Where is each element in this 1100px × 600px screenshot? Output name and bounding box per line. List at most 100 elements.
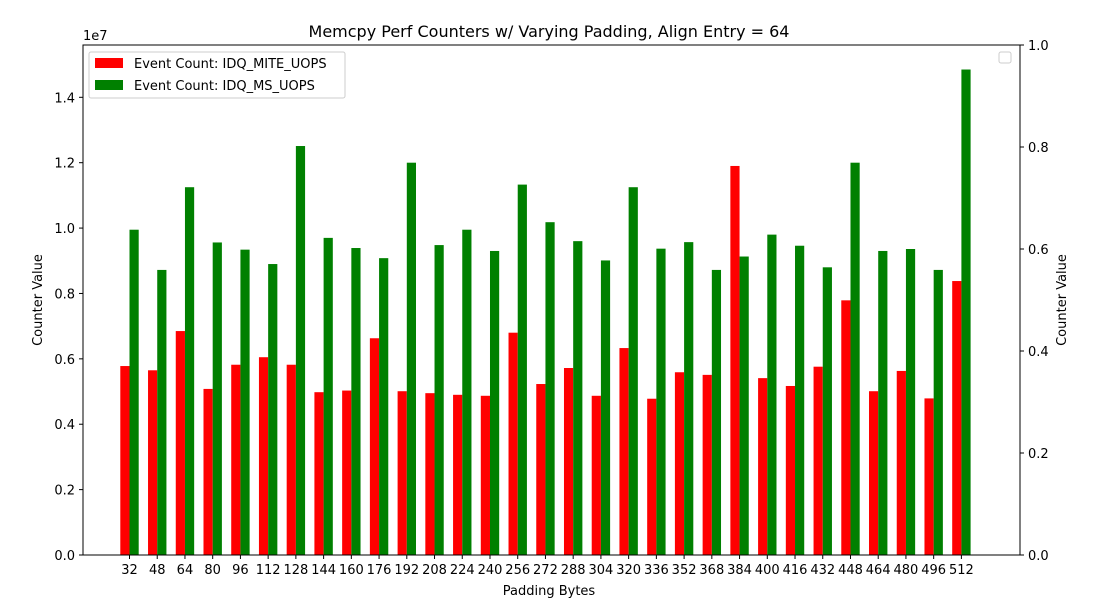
y2-axis-label: Counter Value — [1055, 254, 1070, 346]
bar-ms-320 — [628, 187, 638, 555]
bar-mite-256 — [508, 332, 518, 555]
bar-ms-176 — [379, 258, 389, 555]
bar-mite-128 — [286, 364, 296, 555]
y-tick-label: 0.8 — [54, 287, 75, 302]
y-offset-label: 1e7 — [83, 29, 108, 44]
bar-mite-464 — [869, 391, 879, 555]
x-tick-label: 64 — [177, 563, 194, 578]
bar-mite-80 — [203, 388, 213, 555]
y2-tick-label: 0.8 — [1028, 141, 1049, 156]
bar-ms-48 — [157, 269, 167, 555]
bar-ms-400 — [767, 234, 777, 555]
bars-group — [120, 69, 971, 556]
y2-tick-label: 1.0 — [1028, 39, 1049, 54]
bar-ms-480 — [905, 249, 916, 555]
x-tick-label: 336 — [644, 563, 669, 578]
bar-ms-144 — [323, 237, 333, 555]
bar-ms-160 — [351, 248, 361, 555]
bar-mite-144 — [314, 392, 324, 555]
bar-ms-80 — [212, 242, 222, 555]
bar-mite-32 — [120, 366, 130, 555]
legend-swatch-mite — [95, 58, 123, 68]
y2-tick-label: 0.4 — [1028, 345, 1049, 360]
x-tick-label: 416 — [783, 563, 808, 578]
legend-label-ms: Event Count: IDQ_MS_UOPS — [134, 79, 315, 94]
x-tick-label: 240 — [478, 563, 503, 578]
bar-mite-224 — [453, 394, 463, 555]
x-axis-ticks: 32 48 64 80 96 112 128 144 160 176 192 208 224 240 256… — [121, 555, 974, 578]
bar-ms-96 — [240, 249, 250, 555]
bar-mite-480 — [896, 370, 906, 555]
x-tick-label: 368 — [699, 563, 724, 578]
y2-tick-label: 0.6 — [1028, 243, 1049, 258]
bar-ms-384 — [739, 256, 749, 555]
x-tick-label: 512 — [949, 563, 974, 578]
y2-tick-label: 0.0 — [1028, 549, 1049, 564]
y2-tick-label: 0.2 — [1028, 447, 1049, 462]
y-tick-label: 0.0 — [54, 549, 75, 564]
x-tick-label: 320 — [616, 563, 641, 578]
bar-ms-64 — [184, 187, 195, 555]
y-tick-label: 1.2 — [54, 157, 75, 172]
bar-mite-400 — [758, 378, 768, 555]
x-tick-label: 224 — [450, 563, 475, 578]
bar-mite-368 — [702, 374, 712, 555]
bar-mite-48 — [148, 370, 158, 555]
bar-ms-224 — [462, 229, 472, 555]
bar-mite-64 — [175, 331, 185, 555]
bar-ms-208 — [434, 245, 444, 555]
bar-mite-416 — [785, 385, 796, 555]
x-tick-label: 176 — [367, 563, 392, 578]
x-tick-label: 48 — [149, 563, 166, 578]
x-tick-label: 384 — [727, 563, 752, 578]
bar-mite-288 — [563, 368, 574, 555]
bar-mite-384 — [730, 165, 740, 555]
x-tick-label: 304 — [588, 563, 613, 578]
plot-frame — [82, 44, 1021, 556]
bar-mite-176 — [369, 338, 380, 555]
x-tick-label: 160 — [339, 563, 364, 578]
x-tick-label: 464 — [866, 563, 891, 578]
y2-axis-ticks: 0.0 0.2 0.4 0.6 0.8 1.0 — [1020, 39, 1049, 564]
bar-mite-208 — [425, 393, 435, 555]
x-tick-label: 192 — [394, 563, 419, 578]
bar-ms-192 — [406, 162, 416, 555]
x-axis-label: Padding Bytes — [503, 584, 596, 599]
bar-mite-336 — [647, 398, 657, 555]
bar-mite-496 — [924, 398, 934, 555]
bar-mite-352 — [674, 372, 685, 555]
bar-ms-448 — [850, 162, 860, 555]
x-tick-label: 112 — [256, 563, 281, 578]
x-tick-label: 352 — [672, 563, 697, 578]
x-tick-label: 432 — [810, 563, 835, 578]
legend-label-mite: Event Count: IDQ_MITE_UOPS — [134, 57, 327, 72]
bar-ms-496 — [933, 269, 943, 555]
y-tick-label: 0.6 — [54, 353, 75, 368]
x-tick-label: 128 — [283, 563, 308, 578]
bar-mite-240 — [480, 395, 490, 555]
x-tick-label: 144 — [311, 563, 336, 578]
y-axis-ticks: 0.0 0.2 0.4 0.6 0.8 1.0 1.2 1.4 — [54, 91, 83, 564]
x-tick-label: 32 — [121, 563, 138, 578]
y-tick-label: 0.2 — [54, 484, 75, 499]
legend-box — [88, 51, 346, 99]
y-tick-label: 1.4 — [54, 91, 75, 106]
x-tick-label: 208 — [422, 563, 447, 578]
x-tick-label: 288 — [561, 563, 586, 578]
x-tick-label: 96 — [232, 563, 249, 578]
bar-mite-96 — [231, 364, 241, 555]
bar-ms-336 — [656, 248, 666, 556]
bar-ms-368 — [711, 269, 722, 555]
bar-ms-112 — [268, 264, 278, 555]
x-tick-label: 272 — [533, 563, 558, 578]
x-tick-label: 448 — [838, 563, 863, 578]
bar-mite-272 — [536, 384, 546, 555]
bar-ms-256 — [517, 184, 527, 555]
bar-mite-192 — [397, 391, 407, 555]
chart-title: Memcpy Perf Counters w/ Varying Padding,… — [309, 22, 790, 41]
x-tick-label: 496 — [921, 563, 946, 578]
bar-mite-512 — [952, 281, 962, 555]
bar-ms-128 — [295, 146, 306, 555]
bar-ms-304 — [600, 260, 611, 555]
